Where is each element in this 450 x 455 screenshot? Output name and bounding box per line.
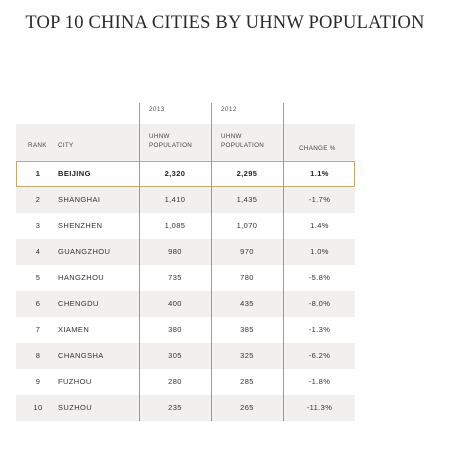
change-cell: -8.0% bbox=[308, 299, 331, 308]
column-divider-change bbox=[283, 103, 284, 421]
city-cell: BEIJING bbox=[58, 169, 91, 178]
pop-2013-cell: 280 bbox=[168, 377, 182, 386]
rank-cell: 10 bbox=[33, 403, 43, 412]
city-cell: XIAMEN bbox=[58, 325, 90, 334]
change-cell: -5.8% bbox=[308, 273, 331, 282]
header-change: CHANGE % bbox=[299, 145, 336, 152]
table-row: 1 BEIJING 2,320 2,295 1.1% bbox=[16, 161, 355, 187]
city-cell: SUZHOU bbox=[58, 403, 93, 412]
table-row: 7 XIAMEN 380 385 -1.3% bbox=[16, 317, 355, 343]
pop-2013-cell: 1,410 bbox=[164, 195, 186, 204]
rank-cell: 1 bbox=[35, 169, 41, 178]
change-cell: -1.7% bbox=[308, 195, 331, 204]
pop-2013-cell: 980 bbox=[168, 247, 182, 256]
rank-cell: 4 bbox=[35, 247, 41, 256]
rank-cell: 7 bbox=[35, 325, 41, 334]
pop-2012-cell: 435 bbox=[240, 299, 254, 308]
header-2012-line2: POPULATION bbox=[221, 142, 265, 149]
year-row: 2013 2012 bbox=[16, 100, 355, 124]
table-row: 5 HANGZHOU 735 780 -5.8% bbox=[16, 265, 355, 291]
table-row: 6 CHENGDU 400 435 -8.0% bbox=[16, 291, 355, 317]
column-divider-2012 bbox=[211, 103, 212, 421]
header-2013-line1: UHNW bbox=[149, 133, 170, 140]
city-cell: HANGZHOU bbox=[58, 273, 105, 282]
rank-cell: 2 bbox=[35, 195, 41, 204]
table-header: RANK CITY UHNW POPULATION UHNW POPULATIO… bbox=[16, 124, 355, 161]
table-row: 2 SHANGHAI 1,410 1,435 -1.7% bbox=[16, 187, 355, 213]
chart-title: TOP 10 CHINA CITIES BY UHNW POPULATION bbox=[25, 13, 425, 33]
change-cell: 1.1% bbox=[310, 169, 329, 178]
header-2012-population: UHNW POPULATION bbox=[221, 132, 264, 150]
city-cell: SHENZHEN bbox=[58, 221, 103, 230]
pop-2012-cell: 265 bbox=[240, 403, 254, 412]
rank-cell: 8 bbox=[35, 351, 41, 360]
change-cell: -1.3% bbox=[308, 325, 331, 334]
table-row: 9 FUZHOU 280 285 -1.8% bbox=[16, 369, 355, 395]
table-row: 8 CHANGSHA 305 325 -6.2% bbox=[16, 343, 355, 369]
pop-2013-cell: 305 bbox=[168, 351, 182, 360]
change-cell: -11.3% bbox=[306, 403, 333, 412]
pop-2013-cell: 400 bbox=[168, 299, 182, 308]
pop-2012-cell: 2,295 bbox=[236, 169, 258, 178]
header-2013-line2: POPULATION bbox=[149, 142, 193, 149]
year-2012-label: 2012 bbox=[221, 106, 237, 113]
pop-2012-cell: 1,435 bbox=[236, 195, 258, 204]
header-2013-population: UHNW POPULATION bbox=[149, 132, 192, 150]
pop-2013-cell: 1,085 bbox=[164, 221, 186, 230]
city-cell: SHANGHAI bbox=[58, 195, 101, 204]
pop-2013-cell: 2,320 bbox=[164, 169, 186, 178]
pop-2013-cell: 235 bbox=[168, 403, 182, 412]
city-cell: CHANGSHA bbox=[58, 351, 104, 360]
city-cell: CHENGDU bbox=[58, 299, 99, 308]
change-cell: -6.2% bbox=[308, 351, 331, 360]
pop-2012-cell: 385 bbox=[240, 325, 254, 334]
pop-2012-cell: 780 bbox=[240, 273, 254, 282]
table-row: 4 GUANGZHOU 980 970 1.0% bbox=[16, 239, 355, 265]
pop-2012-cell: 970 bbox=[240, 247, 254, 256]
header-2012-line1: UHNW bbox=[221, 133, 242, 140]
change-cell: 1.0% bbox=[310, 247, 329, 256]
column-divider-2013 bbox=[139, 103, 140, 421]
pop-2012-cell: 325 bbox=[240, 351, 254, 360]
rank-cell: 6 bbox=[35, 299, 41, 308]
year-2013-label: 2013 bbox=[149, 106, 165, 113]
rank-cell: 5 bbox=[35, 273, 41, 282]
pop-2012-cell: 285 bbox=[240, 377, 254, 386]
table-row: 3 SHENZHEN 1,085 1,070 1.4% bbox=[16, 213, 355, 239]
pop-2012-cell: 1,070 bbox=[236, 221, 258, 230]
pop-2013-cell: 380 bbox=[168, 325, 182, 334]
city-cell: GUANGZHOU bbox=[58, 247, 111, 256]
header-rank: RANK bbox=[28, 142, 47, 149]
table-row: 10 SUZHOU 235 265 -11.3% bbox=[16, 395, 355, 421]
change-cell: -1.8% bbox=[308, 377, 331, 386]
city-cell: FUZHOU bbox=[58, 377, 92, 386]
change-cell: 1.4% bbox=[310, 221, 329, 230]
pop-2013-cell: 735 bbox=[168, 273, 182, 282]
rank-cell: 3 bbox=[35, 221, 41, 230]
rank-cell: 9 bbox=[35, 377, 41, 386]
header-city: CITY bbox=[58, 142, 74, 149]
